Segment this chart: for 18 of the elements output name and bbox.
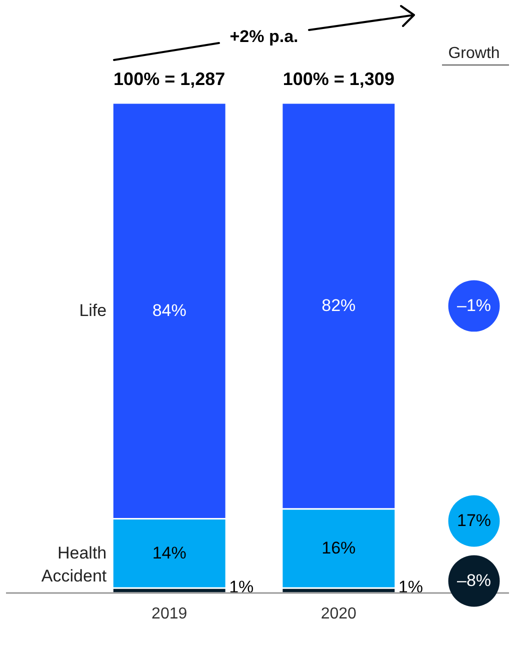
series-label: Life (79, 300, 107, 320)
data-label: 82% (322, 296, 356, 315)
x-tick-label: 2019 (152, 606, 188, 622)
annotation: 17% (456, 511, 492, 530)
series-label: Accident (41, 566, 107, 586)
annotation: –1% (456, 296, 492, 315)
annotation: –8% (456, 571, 492, 590)
text: +2% p.a. (230, 27, 298, 46)
series-label: Health (57, 543, 107, 562)
data-label: 1% (229, 578, 254, 597)
x-tick-label: 2020 (320, 606, 357, 622)
text: Growth (448, 45, 500, 62)
data-label: 1% (398, 578, 423, 597)
total-label: 100% = 1,309 (282, 69, 394, 89)
total-label: 100% = 1,287 (114, 69, 226, 89)
data-label: 16% (322, 538, 356, 558)
data-label: 84% (152, 300, 186, 320)
data-label: 14% (152, 543, 186, 562)
